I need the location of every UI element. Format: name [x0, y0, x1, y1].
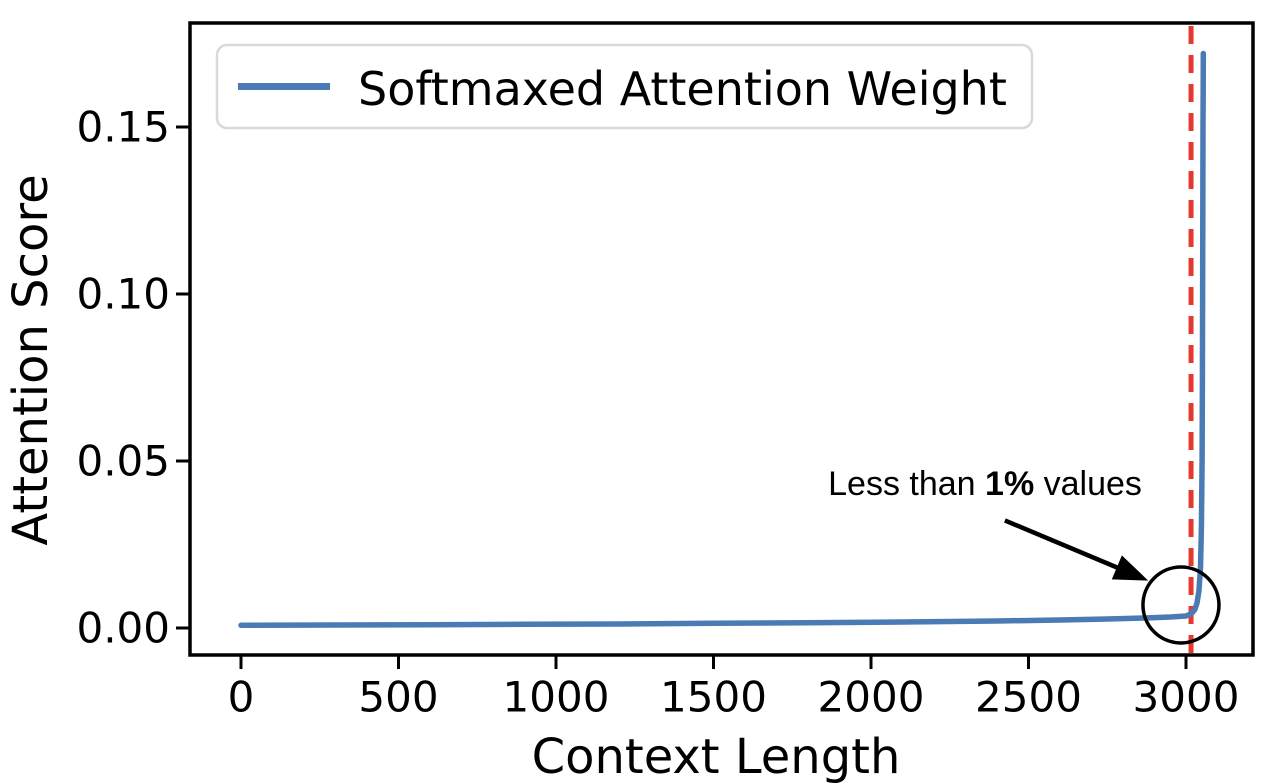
annotation-text: Less than 1% values — [828, 465, 1142, 503]
y-axis-label: Attention Score — [3, 174, 59, 545]
y-tick-label: 0.10 — [76, 270, 170, 319]
y-tick-label: 0.15 — [76, 103, 170, 152]
plot-frame — [188, 21, 1255, 657]
annotation-text-prefix: Less than — [828, 465, 985, 503]
x-axis-ticks: 0 500 1000 1500 2000 2500 3000 — [228, 655, 1240, 722]
annotation-highlight-circle — [1141, 565, 1221, 645]
x-axis-label: Context Length — [532, 729, 901, 783]
y-axis-ticks: 0.00 0.05 0.10 0.15 — [76, 103, 190, 653]
x-tick-label: 3000 — [1133, 673, 1240, 722]
annotation: Less than 1% values — [828, 465, 1221, 645]
x-tick-label: 2000 — [818, 673, 925, 722]
x-tick-label: 0 — [228, 673, 255, 722]
y-tick-label: 0.00 — [76, 604, 170, 653]
legend-label: Softmaxed Attention Weight — [358, 62, 1007, 116]
legend-box — [215, 43, 1034, 130]
legend: Softmaxed Attention Weight — [215, 43, 1034, 130]
y-tick-label: 0.05 — [76, 437, 170, 486]
x-tick-label: 1000 — [503, 673, 610, 722]
annotation-text-suffix: values — [1044, 465, 1142, 503]
attention-weight-line — [238, 50, 1207, 629]
annotation-arrowhead-icon — [1111, 555, 1149, 581]
annotation-arrow-shaft — [1004, 518, 1124, 572]
x-tick-label: 500 — [358, 673, 438, 722]
x-tick-label: 2500 — [975, 673, 1082, 722]
annotation-text-bold: 1% — [985, 465, 1034, 503]
x-tick-label: 1500 — [660, 673, 767, 722]
